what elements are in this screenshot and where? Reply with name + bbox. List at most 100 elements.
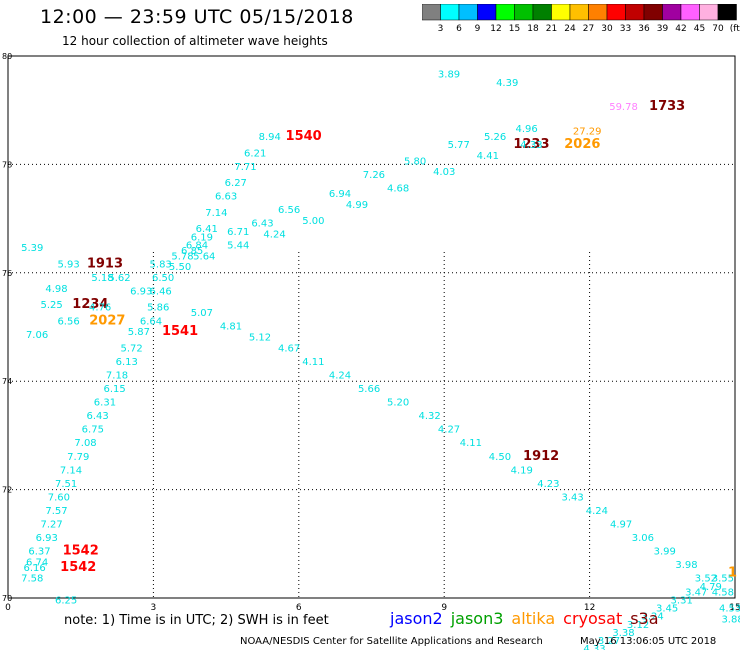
colorbar-label: 27 <box>583 24 594 34</box>
wave-height-label: 6.75 <box>82 425 104 436</box>
colorbar-label: 36 <box>638 24 650 34</box>
wave-height-label: 6.37 <box>28 547 50 558</box>
legend-jason2: jason2 <box>390 609 443 628</box>
wave-height-label: 6.43 <box>87 411 109 422</box>
y-tick-label: 80 <box>2 52 12 61</box>
wave-height-label: 5.78 <box>171 251 193 262</box>
colorbar-label: (ft) <box>730 24 740 34</box>
legend-s3a: s3a <box>630 609 659 628</box>
wave-height-label: 4.96 <box>515 124 537 135</box>
wave-height-label: 5.12 <box>249 333 271 344</box>
wave-height-label: 3.27 <box>598 636 620 647</box>
wave-height-label: 5.26 <box>484 132 506 143</box>
wave-height-label: 4.03 <box>433 167 455 178</box>
pass-time-label: 1233 <box>513 137 549 152</box>
wave-height-label: 3.31 <box>671 595 693 606</box>
pass-time-label: 1733 <box>649 99 685 114</box>
wave-height-label: 7.27 <box>40 520 62 531</box>
wave-height-label: 6.43 <box>251 219 273 230</box>
wave-height-label: 4.11 <box>302 357 324 368</box>
wave-height-label: 4.81 <box>220 322 242 333</box>
wave-height-label: 6.15 <box>103 384 125 395</box>
wave-height-label: 7.14 <box>60 465 82 476</box>
wave-height-label: 6.31 <box>94 398 116 409</box>
colorbar-label: 9 <box>475 24 481 34</box>
y-tick-label: 76 <box>2 269 12 278</box>
wave-height-label: 27.29 <box>573 127 602 138</box>
wave-height-label: 3.06 <box>632 533 654 544</box>
wave-height-label: 5.50 <box>169 262 191 273</box>
wave-height-label: 4.19 <box>511 465 533 476</box>
legend-altika: altika <box>511 609 556 628</box>
x-tick-label: 9 <box>441 603 447 613</box>
pass-time-label: 1540 <box>286 129 322 144</box>
wave-height-label: 6.64 <box>140 316 162 327</box>
satellite-legend: jason2 jason3 altika cryosat s3a <box>390 609 667 628</box>
wave-height-label: 6.46 <box>150 286 172 297</box>
colorbar-label: 15 <box>509 24 520 34</box>
wave-height-label: 6.50 <box>152 273 174 284</box>
wave-height-label: 4.58 <box>712 587 734 598</box>
wave-height-label: 5.62 <box>108 273 130 284</box>
pass-time-label: 1 <box>728 565 737 580</box>
wave-height-label: 5.00 <box>302 216 324 227</box>
wave-height-label: 7.08 <box>74 438 96 449</box>
wave-height-label: 3.52 <box>695 574 717 585</box>
wave-height-label: 3.24 <box>641 612 663 623</box>
wave-height-label: 6.74 <box>26 557 48 568</box>
y-tick-label: 74 <box>2 377 12 386</box>
colorbar-label: 24 <box>564 24 576 34</box>
wave-height-label: 6.85 <box>181 246 203 257</box>
colorbar-swatch <box>717 4 737 21</box>
wave-height-label: 6.56 <box>278 205 300 216</box>
wave-height-label: 7.18 <box>106 370 128 381</box>
x-tick-label: 0 <box>5 603 11 613</box>
pass-time-label: 1912 <box>523 449 559 464</box>
wave-height-label: 4.33 <box>520 140 542 151</box>
wave-height-label: 5.64 <box>193 251 215 262</box>
wave-height-label: 5.87 <box>128 327 150 338</box>
chart-subtitle: 12 hour collection of altimeter wave hei… <box>62 34 328 48</box>
wave-height-label: 4.76 <box>89 303 111 314</box>
wave-height-label: 6.19 <box>191 232 213 243</box>
wave-height-label: 4.53 <box>719 604 740 615</box>
wave-height-label: 6.71 <box>227 227 249 238</box>
wave-height-label: 4.23 <box>537 479 559 490</box>
wave-height-label: 5.93 <box>57 259 79 270</box>
x-tick-label: 15 <box>729 603 740 613</box>
wave-height-label: 6.84 <box>186 240 208 251</box>
wave-height-label: 3.55 <box>712 574 734 585</box>
wave-height-label: 7.79 <box>67 452 89 463</box>
colorbar-label: 70 <box>712 24 724 34</box>
wave-height-label: 4.33 <box>583 644 605 650</box>
wave-height-label: 3.38 <box>612 628 634 639</box>
pass-time-label: 2027 <box>89 313 125 328</box>
wave-height-label: 7.58 <box>21 574 43 585</box>
wave-height-label: 6.16 <box>24 563 46 574</box>
wave-height-label: 4.97 <box>610 520 632 531</box>
wave-height-label: 5.44 <box>227 240 249 251</box>
wave-height-label: 3.98 <box>675 560 697 571</box>
x-tick-label: 3 <box>151 603 157 613</box>
pass-time-label: 1542 <box>60 560 96 575</box>
y-tick-label: 78 <box>2 160 12 169</box>
chart-title: 12:00 — 23:59 UTC 05/15/2018 <box>40 6 354 28</box>
wave-height-label: 4.39 <box>496 78 518 89</box>
wave-height-label: 6.56 <box>57 316 79 327</box>
wave-height-label: 5.20 <box>387 398 409 409</box>
generation-timestamp: May 16 13:06:05 UTC 2018 <box>580 636 717 647</box>
wave-height-label: 7.51 <box>55 479 77 490</box>
wave-height-label: 5.18 <box>91 273 113 284</box>
colorbar-label: 3 <box>438 24 444 34</box>
y-tick-label: 70 <box>2 594 12 603</box>
wave-height-label: 7.60 <box>48 492 70 503</box>
wave-height-label: 7.06 <box>26 330 48 341</box>
legend-jason3: jason3 <box>450 609 504 628</box>
wave-height-label: 4.32 <box>419 411 441 422</box>
wave-height-label: 7.26 <box>363 170 385 181</box>
footnote: note: 1) Time is in UTC; 2) SWH is in fe… <box>64 613 329 628</box>
wave-height-label: 4.11 <box>460 438 482 449</box>
wave-height-label: 6.41 <box>196 224 218 235</box>
wave-height-label: 8.94 <box>259 132 281 143</box>
